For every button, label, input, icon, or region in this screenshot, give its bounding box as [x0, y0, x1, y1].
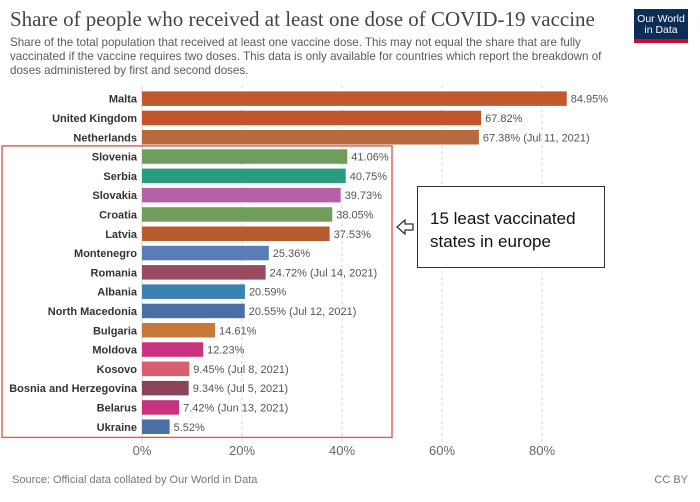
value-label: 9.45% (Jul 8, 2021) [193, 364, 288, 376]
category-label: Netherlands [73, 132, 137, 144]
bar [142, 187, 341, 203]
bar [142, 303, 245, 319]
x-tick-label: 40% [329, 443, 355, 458]
bar [142, 323, 216, 338]
annotation-line-1: 15 least vaccinated [430, 209, 576, 228]
annotation-line-2: states in europe [430, 232, 551, 251]
category-label: Malta [109, 94, 138, 106]
value-label: 37.53% [334, 229, 372, 241]
highlight-box [1, 145, 393, 439]
category-label: Serbia [103, 171, 138, 183]
bar [142, 284, 245, 299]
value-label: 39.73% [345, 190, 383, 202]
bar [142, 265, 266, 280]
value-label: 67.82% [485, 113, 523, 125]
x-tick-label: 20% [229, 443, 255, 458]
value-label: 84.95% [571, 94, 609, 106]
value-label: 7.42% (Jun 13, 2021) [183, 402, 288, 414]
bar [142, 91, 567, 106]
bar [142, 110, 482, 126]
x-tick-label: 60% [429, 443, 455, 458]
category-label: Bulgaria [93, 325, 138, 337]
category-label: Slovenia [92, 152, 138, 164]
arrow-left-icon [396, 219, 414, 235]
value-label: 38.05% [336, 209, 374, 221]
bar [142, 342, 204, 357]
x-tick-label: 80% [529, 443, 555, 458]
logo-line-2: in Data [644, 24, 678, 36]
bar [142, 149, 348, 164]
category-label: United Kingdom [52, 113, 137, 125]
logo-line-1: Our World [637, 13, 685, 25]
category-label: Albania [97, 287, 138, 299]
bar [142, 419, 170, 434]
category-label: North Macedonia [48, 306, 138, 318]
value-label: 20.55% (Jul 12, 2021) [249, 306, 357, 318]
value-label: 41.06% [351, 152, 389, 164]
value-label: 67.38% (Jul 11, 2021) [483, 132, 590, 144]
category-label: Latvia [105, 229, 138, 241]
bar [142, 130, 479, 145]
annotation-callout: 15 least vaccinated states in europe [417, 186, 605, 268]
bar [142, 361, 190, 377]
bar [142, 400, 180, 415]
source-note: Source: Official data collated by Our Wo… [12, 474, 258, 486]
bar [142, 245, 269, 261]
category-label: Kosovo [97, 364, 138, 376]
value-label: 40.75% [350, 171, 388, 183]
chart-subtitle: Share of the total population that recei… [10, 36, 602, 77]
bar [142, 168, 346, 184]
value-label: 25.36% [273, 248, 311, 260]
value-label: 20.59% [249, 287, 287, 299]
category-label: Belarus [97, 402, 137, 414]
category-label: Montenegro [74, 248, 137, 260]
category-label: Moldova [92, 345, 137, 357]
value-label: 5.52% [174, 422, 205, 434]
category-label: Croatia [99, 209, 138, 221]
category-label: Romania [91, 267, 138, 279]
bar [142, 380, 189, 396]
value-label: 14.61% [219, 325, 257, 337]
category-label: Ukraine [97, 422, 137, 434]
value-label: 12.23% [207, 345, 245, 357]
bar [142, 207, 333, 222]
license-label[interactable]: CC BY [654, 474, 688, 486]
chart-title: Share of people who received at least on… [10, 7, 595, 31]
value-label: 24.72% (Jul 14, 2021) [270, 267, 378, 279]
owid-logo[interactable]: Our World in Data [634, 9, 688, 43]
category-label: Bosnia and Herzegovina [9, 383, 138, 395]
bar [142, 226, 330, 241]
x-tick-label: 0% [133, 443, 152, 458]
category-label: Slovakia [92, 190, 138, 202]
value-label: 9.34% (Jul 5, 2021) [193, 383, 288, 395]
